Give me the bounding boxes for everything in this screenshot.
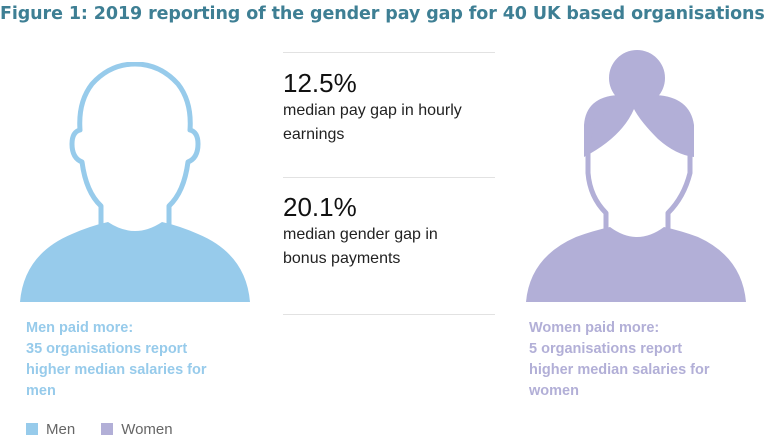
- figure-title: Figure 1: 2019 reporting of the gender p…: [0, 4, 765, 24]
- stat-label: bonus payments: [283, 250, 401, 267]
- woman-silhouette-icon: [526, 50, 746, 302]
- stat-hourly-pay-gap: 12.5% median pay gap in hourly earnings: [283, 67, 495, 147]
- legend-label-women: Women: [121, 420, 173, 438]
- legend-item-women: Women: [101, 420, 173, 438]
- women-caption-line: 5 organisations report: [529, 341, 683, 357]
- men-caption-heading: Men paid more:: [26, 320, 134, 336]
- men-caption-line: higher median salaries for: [26, 362, 207, 378]
- stat-label: earnings: [283, 126, 345, 143]
- divider: [283, 314, 495, 315]
- legend-label-men: Men: [46, 420, 76, 438]
- men-caption-line: 35 organisations report: [26, 341, 188, 357]
- stat-value: 12.5%: [283, 68, 357, 98]
- women-caption: Women paid more: 5 organisations report …: [529, 318, 759, 402]
- legend-swatch-men: [26, 423, 38, 435]
- legend: Men Women: [26, 419, 199, 439]
- women-caption-heading: Women paid more:: [529, 320, 660, 336]
- stat-label: median pay gap in hourly: [283, 102, 462, 119]
- stat-label: median gender gap in: [283, 226, 438, 243]
- divider: [283, 177, 495, 178]
- women-caption-line: women: [529, 383, 579, 399]
- legend-swatch-women: [101, 423, 114, 435]
- women-caption-line: higher median salaries for: [529, 362, 710, 378]
- divider: [283, 52, 495, 53]
- men-caption: Men paid more: 35 organisations report h…: [26, 318, 256, 402]
- legend-item-men: Men: [26, 421, 75, 438]
- stat-bonus-gap: 20.1% median gender gap in bonus payment…: [283, 191, 495, 271]
- stat-value: 20.1%: [283, 192, 357, 222]
- men-caption-line: men: [26, 383, 56, 399]
- man-silhouette-icon: [20, 62, 250, 302]
